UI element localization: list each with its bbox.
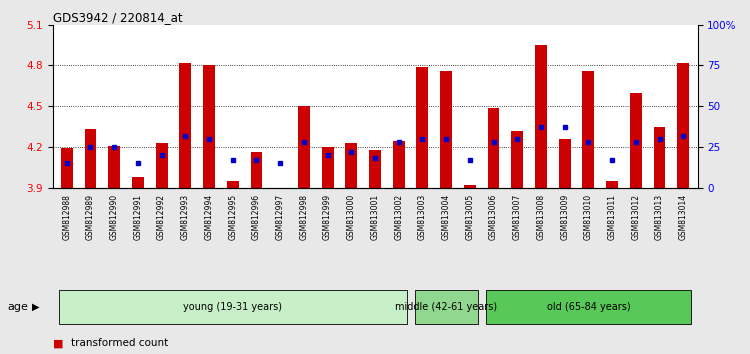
Bar (156, 143, 167, 188)
Bar (393, 142, 405, 188)
Bar (203, 65, 215, 188)
Bar (606, 181, 618, 188)
Text: young (19-31 years): young (19-31 years) (183, 302, 282, 312)
Bar (226, 181, 238, 188)
Text: GDS3942 / 220814_at: GDS3942 / 220814_at (53, 11, 182, 24)
Bar (559, 139, 571, 188)
Bar (654, 127, 665, 188)
Bar (440, 71, 452, 188)
Bar (512, 131, 524, 188)
Bar (298, 106, 310, 188)
Bar (251, 152, 262, 188)
Bar (132, 177, 144, 188)
Bar (416, 67, 428, 188)
Bar (535, 45, 547, 188)
Text: middle (42-61 years): middle (42-61 years) (395, 302, 497, 312)
Bar (85, 129, 96, 188)
Bar (464, 185, 476, 188)
Bar (179, 63, 191, 188)
Text: ■: ■ (53, 338, 63, 348)
Bar (345, 143, 357, 188)
Bar (322, 147, 334, 188)
Bar (488, 108, 500, 188)
Bar (630, 93, 642, 188)
Text: old (65-84 years): old (65-84 years) (547, 302, 630, 312)
Text: age: age (8, 302, 28, 312)
Text: transformed count: transformed count (71, 338, 169, 348)
Bar (583, 71, 594, 188)
Bar (61, 148, 73, 188)
Bar (369, 150, 381, 188)
Bar (108, 145, 120, 188)
Bar (677, 63, 689, 188)
Text: ▶: ▶ (32, 302, 40, 312)
